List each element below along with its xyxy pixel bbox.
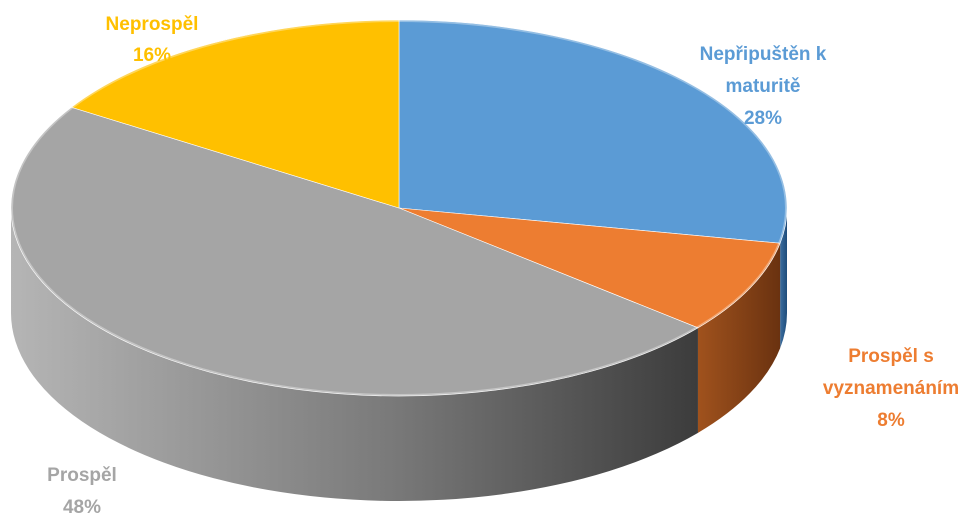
pie-side-1	[697, 243, 781, 433]
pie-sides	[10, 208, 787, 502]
slice-1-label-line-1: vyznamenáním	[823, 378, 959, 399]
slice-2-label-line-0: Prospěl	[47, 465, 117, 486]
slice-3-percent-label: 16%	[133, 45, 171, 66]
pie-slice-3	[70, 19, 400, 209]
pie-rim-highlight	[11, 20, 787, 396]
pie-side-0	[780, 208, 787, 349]
slice-0-label-line-1: maturitě	[726, 76, 801, 97]
slice-3-label-line-0: Neprospěl	[106, 14, 199, 35]
pie-tops	[10, 19, 788, 397]
slice-1-percent-label: 8%	[877, 410, 905, 431]
slice-2-percent-label: 48%	[63, 497, 101, 518]
slice-0-label-line-0: Nepřipuštěn k	[700, 44, 827, 65]
slice-1-label-line-0: Prospěl s	[848, 346, 934, 367]
slice-0-percent-label: 28%	[744, 108, 782, 129]
pie-slice-2	[10, 106, 699, 397]
pie-side-2	[10, 208, 698, 502]
pie-slice-0	[398, 19, 788, 244]
pie-slice-1	[398, 207, 781, 329]
pie-labels: Nepřipuštěn k maturitě 28% Prospěl s vyzname…	[47, 14, 959, 518]
